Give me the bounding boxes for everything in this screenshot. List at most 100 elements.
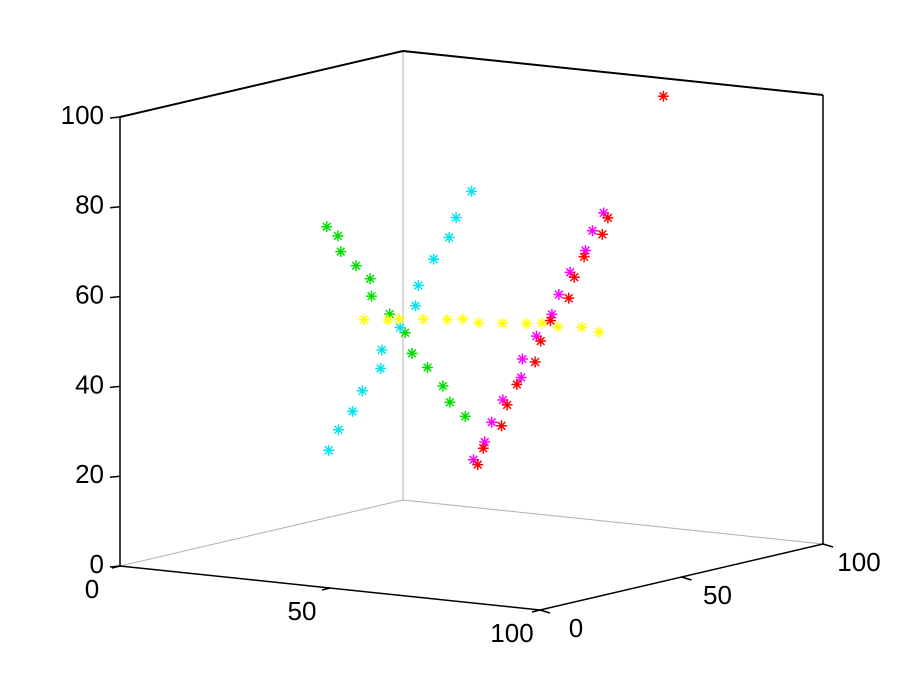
data-point bbox=[479, 436, 491, 448]
data-point bbox=[443, 231, 455, 243]
marker-stroke bbox=[473, 460, 483, 470]
marker-stroke bbox=[429, 254, 439, 264]
data-point bbox=[406, 347, 418, 359]
data-point bbox=[332, 424, 344, 436]
data-point bbox=[516, 353, 528, 365]
data-point bbox=[466, 185, 477, 197]
data-point bbox=[347, 405, 359, 417]
marker-stroke bbox=[565, 267, 575, 277]
data-point bbox=[552, 321, 564, 333]
marker-stroke bbox=[376, 364, 385, 373]
marker-stroke bbox=[394, 314, 404, 324]
data-point bbox=[323, 444, 335, 456]
data-point bbox=[586, 225, 598, 237]
data-point bbox=[477, 442, 489, 454]
marker-stroke bbox=[367, 291, 376, 301]
data-point bbox=[536, 317, 548, 329]
data-point bbox=[459, 410, 471, 422]
marker-stroke bbox=[377, 345, 387, 355]
x-tick-label: 0 bbox=[85, 574, 99, 604]
data-point bbox=[335, 246, 347, 258]
marker-stroke bbox=[357, 386, 367, 396]
data-point bbox=[596, 228, 608, 240]
data-point bbox=[472, 459, 484, 471]
marker-stroke bbox=[581, 246, 590, 255]
data-point bbox=[521, 318, 533, 330]
data-point bbox=[356, 385, 368, 397]
marker-stroke bbox=[594, 327, 604, 337]
marker-stroke bbox=[553, 322, 563, 332]
x-tick bbox=[321, 587, 331, 591]
data-point bbox=[497, 317, 509, 329]
data-point bbox=[350, 260, 362, 272]
data-point bbox=[563, 292, 575, 304]
x-tick-label: 100 bbox=[490, 618, 533, 648]
data-point bbox=[473, 317, 485, 329]
marker-stroke bbox=[522, 319, 532, 328]
marker-stroke bbox=[407, 348, 417, 358]
marker-stroke bbox=[336, 247, 346, 256]
marker-stroke bbox=[359, 315, 369, 325]
data-point bbox=[578, 251, 590, 263]
z-tick bbox=[109, 116, 121, 119]
marker-stroke bbox=[333, 231, 343, 241]
data-point bbox=[544, 315, 556, 327]
marker-stroke bbox=[569, 272, 579, 282]
y-tick-label: 50 bbox=[703, 580, 732, 610]
z-tick bbox=[109, 295, 121, 299]
marker-stroke bbox=[530, 357, 540, 367]
data-point bbox=[529, 356, 541, 368]
z-tick-label: 40 bbox=[75, 369, 104, 399]
marker-stroke bbox=[324, 445, 334, 455]
marker-stroke bbox=[444, 233, 454, 242]
data-point bbox=[553, 289, 565, 301]
marker-stroke bbox=[445, 397, 455, 407]
marker-stroke bbox=[334, 425, 343, 435]
data-point bbox=[321, 221, 333, 233]
marker-stroke bbox=[395, 323, 405, 332]
marker-stroke bbox=[518, 354, 527, 364]
y-tick-label: 100 bbox=[837, 547, 880, 577]
data-point bbox=[382, 314, 394, 326]
marker-stroke bbox=[537, 318, 547, 328]
x-tick-label: 50 bbox=[288, 596, 317, 626]
marker-stroke bbox=[438, 381, 448, 391]
marker-stroke bbox=[443, 315, 452, 324]
marker-stroke bbox=[460, 411, 470, 421]
marker-stroke bbox=[474, 318, 484, 328]
marker-stroke bbox=[564, 293, 574, 303]
z-tick bbox=[109, 206, 121, 209]
data-point bbox=[444, 396, 456, 408]
y-tick bbox=[681, 576, 692, 581]
data-point bbox=[657, 90, 669, 102]
data-point bbox=[486, 416, 498, 428]
data-point bbox=[580, 245, 592, 257]
z-tick-label: 20 bbox=[75, 459, 104, 489]
data-point bbox=[428, 253, 440, 265]
marker-stroke bbox=[365, 274, 375, 284]
y-tick-label: 0 bbox=[569, 613, 583, 643]
data-point bbox=[410, 300, 422, 312]
data-point bbox=[501, 399, 513, 411]
data-point bbox=[441, 314, 453, 326]
box-edge bbox=[402, 50, 824, 96]
data-point bbox=[593, 326, 605, 338]
y-tick bbox=[539, 609, 551, 614]
box-edge bbox=[119, 50, 404, 118]
marker-stroke bbox=[497, 421, 506, 431]
data-point bbox=[535, 335, 547, 347]
marker-stroke bbox=[579, 252, 589, 262]
z-tick-label: 0 bbox=[90, 549, 104, 579]
y-tick bbox=[822, 543, 834, 548]
marker-stroke bbox=[597, 229, 607, 239]
marker-stroke bbox=[467, 186, 476, 196]
back-edge bbox=[119, 499, 404, 567]
z-tick bbox=[109, 385, 121, 389]
marker-stroke bbox=[498, 395, 508, 405]
data-point bbox=[515, 372, 527, 384]
marker-stroke bbox=[502, 400, 512, 410]
data-point bbox=[546, 308, 558, 320]
data-point bbox=[332, 230, 344, 242]
data-point bbox=[375, 362, 387, 374]
